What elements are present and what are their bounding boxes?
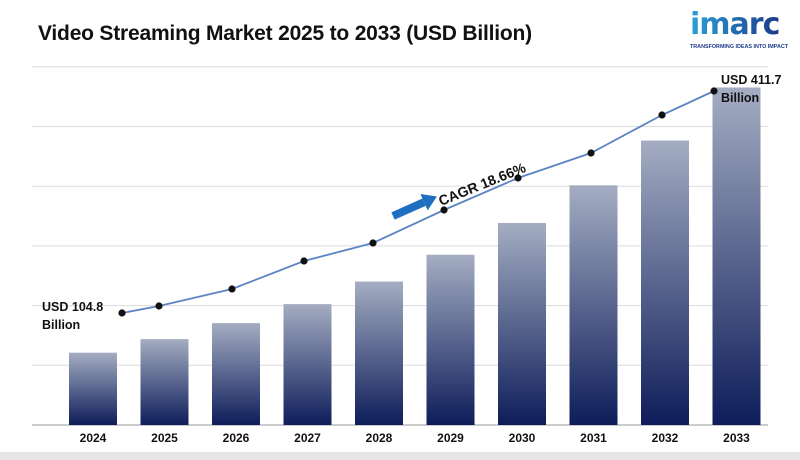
bar-2026 [212, 323, 260, 425]
bar-2027 [283, 304, 332, 425]
x-tick-label: 2029 [437, 431, 464, 445]
trend-marker-2032 [658, 111, 666, 119]
trend-marker-2030 [514, 174, 522, 182]
x-tick-label: 2031 [580, 431, 607, 445]
x-tick-label: 2025 [151, 431, 178, 445]
start-value-label: USD 104.8 [42, 300, 103, 314]
x-tick-label: 2032 [652, 431, 679, 445]
bar-2031 [569, 185, 618, 425]
x-tick-label: 2027 [294, 431, 321, 445]
trend-marker-2028 [369, 239, 377, 247]
imarc-logo: imarc TRANSFORMING IDEAS INTO IMPACT [690, 10, 794, 56]
bar-2032 [641, 140, 689, 426]
cagr-label: CAGR 18.66% [436, 159, 528, 209]
logo-word-text: imarc [690, 7, 780, 42]
trend-marker-2029 [440, 206, 448, 214]
trend-marker-2025 [155, 302, 163, 310]
x-tick-label: 2033 [723, 431, 750, 445]
chart-title: Video Streaming Market 2025 to 2033 (USD… [38, 22, 532, 45]
trend-marker-2031 [587, 149, 595, 157]
bar-2029 [426, 254, 475, 425]
x-tick-label: 2028 [366, 431, 393, 445]
logo-word: imarc [690, 10, 794, 40]
bar-2025 [140, 339, 189, 425]
x-tick-label: 2024 [80, 431, 107, 445]
cagr-arrow-icon [391, 193, 437, 220]
end-value-label: USD 411.7 [721, 73, 782, 87]
x-tick-label: 2030 [509, 431, 536, 445]
trend-marker-2033 [710, 87, 718, 95]
bar-2030 [498, 222, 546, 425]
bar-2033 [712, 87, 761, 426]
end-unit-label: Billion [721, 91, 759, 105]
trend-marker-2026 [228, 285, 236, 293]
arrow-shaft [391, 198, 426, 220]
trend-marker-2024 [118, 309, 126, 317]
start-unit-label: Billion [42, 318, 80, 332]
bar-2024 [69, 352, 117, 425]
arrow-head [420, 193, 437, 211]
trend-marker-2027 [300, 257, 308, 265]
trend-line [121, 90, 715, 314]
bottom-divider [0, 452, 800, 460]
x-tick-label: 2026 [223, 431, 250, 445]
logo-tagline: TRANSFORMING IDEAS INTO IMPACT [690, 44, 789, 50]
bar-2028 [355, 281, 403, 425]
